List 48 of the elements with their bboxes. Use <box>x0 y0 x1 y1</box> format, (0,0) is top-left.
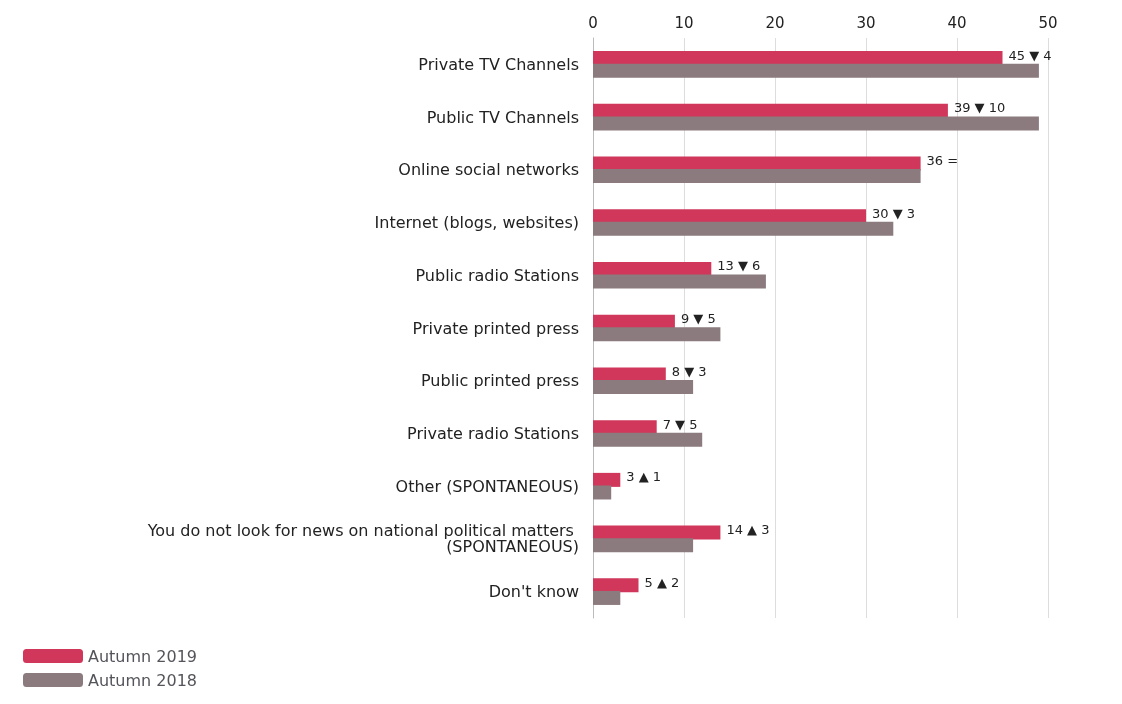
x-tick-label: 10 <box>674 13 694 32</box>
bar <box>593 367 666 382</box>
y-tick-label: Other (SPONTANEOUS) <box>395 476 579 496</box>
bar <box>593 590 621 605</box>
y-tick-label: Internet (blogs, websites) <box>374 213 579 233</box>
bar <box>593 472 621 487</box>
bar <box>593 578 639 593</box>
data-label: 8 ▼ 3 <box>671 363 707 379</box>
y-tick-label: You do not look for news on national political matters (SPONTANEOUS) <box>146 521 579 557</box>
y-tick-label: Private printed press <box>412 318 579 338</box>
bar <box>593 420 657 435</box>
bar <box>593 380 694 395</box>
data-label: 3 ▲ 1 <box>626 469 662 485</box>
y-tick-label: Private radio Stations <box>407 423 579 443</box>
y-tick-label: Public printed press <box>420 371 579 391</box>
bar <box>593 169 921 184</box>
y-tick-label: Private TV Channels <box>418 54 579 74</box>
y-tick-label: Online social networks <box>398 160 579 180</box>
data-label: 30 ▼ 3 <box>872 205 916 221</box>
legend-label: Autumn 2018 <box>88 670 198 690</box>
data-label: 7 ▼ 5 <box>662 416 698 432</box>
legend-label: Autumn 2019 <box>88 646 198 666</box>
bar <box>593 261 712 276</box>
data-label: 14 ▲ 3 <box>726 522 770 538</box>
bar <box>593 116 1039 131</box>
bar <box>593 538 694 553</box>
x-tick-label: 0 <box>588 13 598 32</box>
bar <box>593 327 721 342</box>
bar <box>593 209 866 224</box>
x-tick-label: 40 <box>947 13 967 32</box>
bar <box>593 221 894 236</box>
x-tick-label: 30 <box>856 13 876 32</box>
y-tick-label: Don't know <box>488 582 579 602</box>
bar <box>593 274 766 289</box>
data-label: 36 = <box>926 153 959 169</box>
bar <box>593 432 703 447</box>
x-tick-label: 50 <box>1038 13 1058 32</box>
data-label: 13 ▼ 6 <box>717 258 761 274</box>
x-tick-label: 20 <box>765 13 785 32</box>
bar <box>593 485 612 500</box>
data-label: 39 ▼ 10 <box>953 100 1006 116</box>
data-label: 5 ▲ 2 <box>644 574 680 590</box>
y-tick-label: Public TV Channels <box>426 107 579 127</box>
data-label: 45 ▼ 4 <box>1008 47 1052 63</box>
y-tick-label: Public radio Stations <box>415 265 579 285</box>
data-label: 9 ▼ 5 <box>680 311 716 327</box>
bar <box>593 63 1039 78</box>
bar <box>593 51 1003 66</box>
